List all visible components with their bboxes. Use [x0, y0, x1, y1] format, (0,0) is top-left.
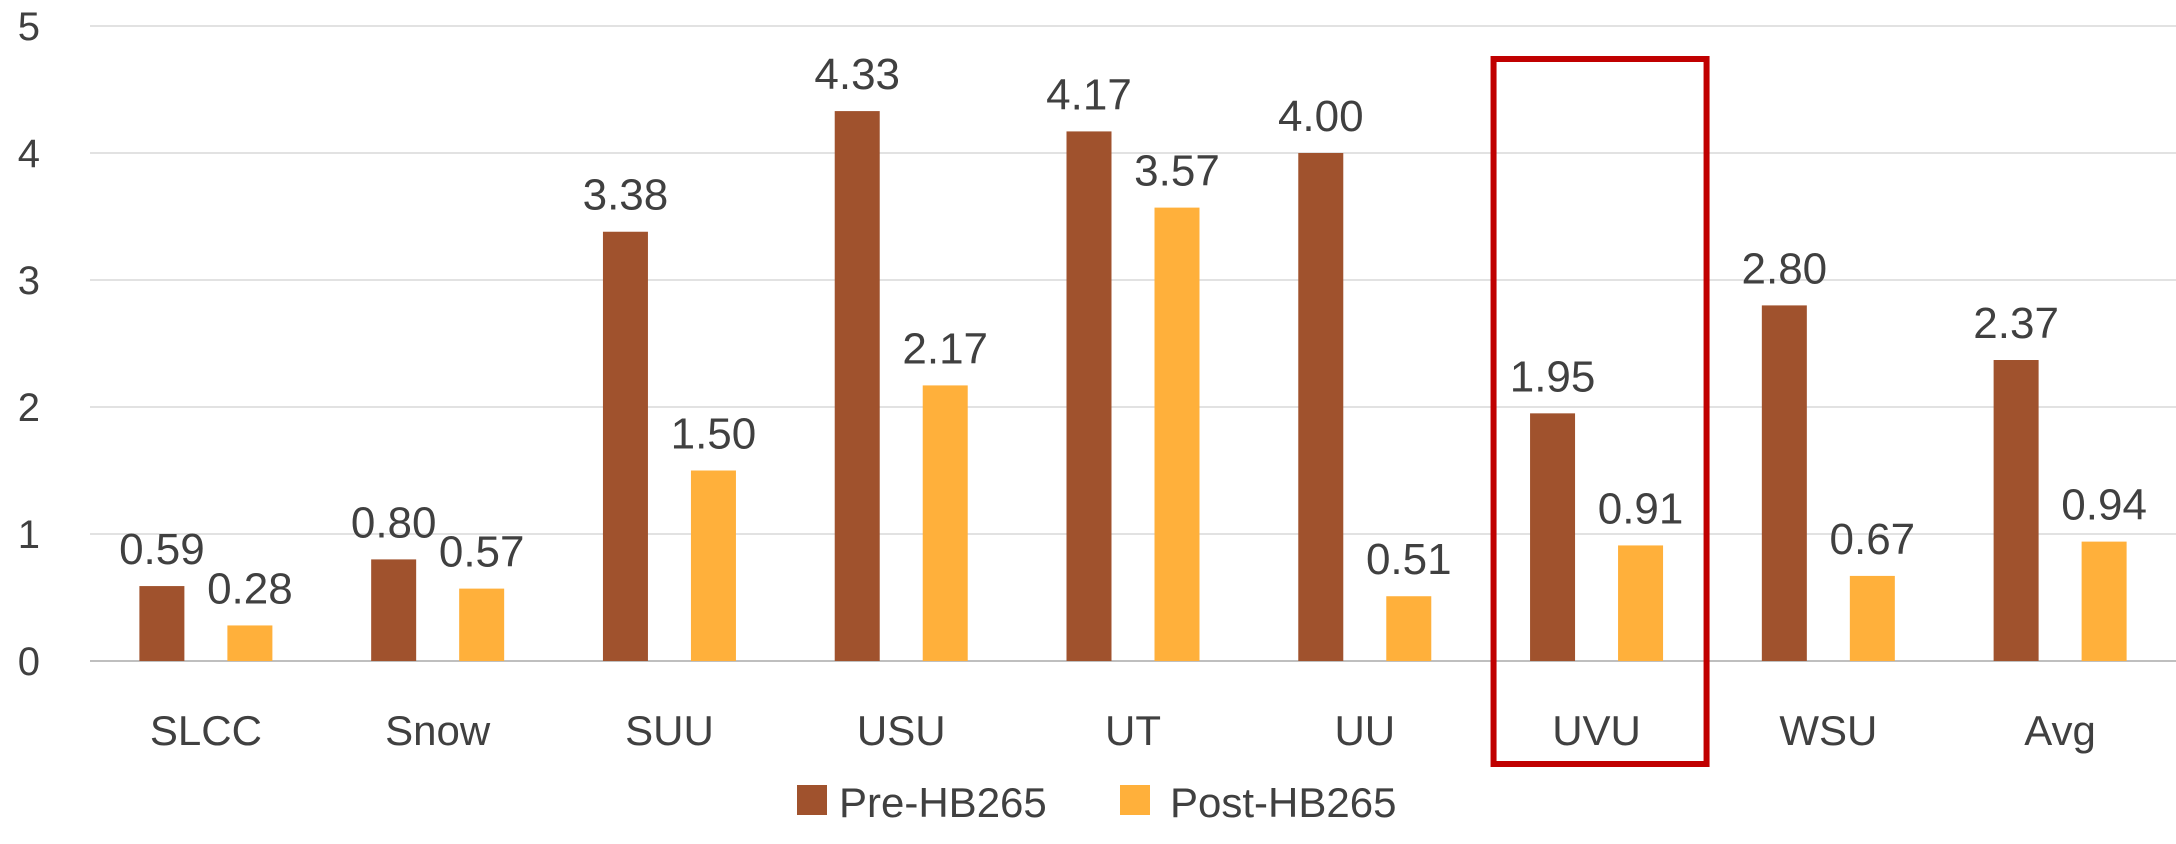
y-axis-tick-labels: 0 1 2 3 4 5	[18, 5, 40, 684]
data-label: 0.59	[119, 525, 205, 574]
bar-post-slcc	[227, 625, 273, 661]
x-tick-label: USU	[857, 707, 946, 754]
legend-label-post: Post-HB265	[1170, 779, 1396, 826]
x-axis-tick-labels: SLCC Snow SUU USU UT UU UVU WSU Avg	[150, 707, 2096, 754]
data-label: 0.94	[2061, 481, 2147, 530]
y-tick-label: 3	[18, 259, 40, 303]
data-labels: 0.590.28 0.800.57 3.38 1.50 4.33 2.17 4.173.57…	[119, 50, 2147, 613]
y-tick-label: 5	[18, 5, 40, 49]
bar-post-uu	[1386, 596, 1432, 661]
data-label: 1.50	[671, 410, 757, 459]
data-label: 0.51	[1366, 535, 1452, 584]
bar-post-uvu	[1618, 545, 1664, 661]
gridlines	[90, 25, 2176, 662]
data-label: 0.57	[439, 528, 525, 577]
data-label: 3.57	[1134, 147, 1220, 196]
data-label: 1.95	[1510, 352, 1596, 401]
bar-post-ut	[1154, 207, 1200, 662]
data-label: 0.67	[1830, 515, 1916, 564]
x-tick-label: UT	[1105, 707, 1161, 754]
x-tick-label: WSU	[1779, 707, 1877, 754]
bar-pre-avg	[1993, 360, 2039, 661]
bar-post-wsu	[1849, 575, 1895, 661]
bar-post-usu	[922, 385, 968, 661]
y-tick-label: 1	[18, 513, 40, 557]
bar-post-avg	[2081, 541, 2127, 661]
y-tick-label: 4	[18, 132, 40, 176]
data-label: 0.91	[1598, 484, 1684, 533]
legend-swatch-pre	[797, 785, 827, 815]
highlight-box-group	[1490, 56, 1710, 767]
y-tick-label: 0	[18, 640, 40, 684]
x-tick-label: UVU	[1552, 707, 1641, 754]
bar-pre-uu	[1298, 153, 1344, 661]
highlight-box	[1490, 56, 1710, 767]
bar-pre-suu	[602, 231, 648, 662]
x-tick-label: SUU	[625, 707, 714, 754]
x-tick-label: Snow	[385, 707, 491, 754]
data-label: 0.28	[207, 564, 293, 613]
bar-pre-wsu	[1761, 305, 1807, 661]
bar-pre-uvu	[1530, 413, 1576, 661]
bar-pre-snow	[371, 559, 417, 661]
bar-pre-usu	[834, 111, 880, 662]
data-label: 4.33	[814, 50, 900, 99]
data-label: 2.17	[902, 324, 988, 373]
data-label: 4.17	[1046, 70, 1132, 119]
data-label: 2.80	[1742, 244, 1828, 293]
bar-pre-ut	[1066, 131, 1112, 661]
bar-post-snow	[459, 588, 505, 661]
data-label: 4.00	[1278, 92, 1364, 141]
x-tick-label: SLCC	[150, 707, 262, 754]
bars	[139, 111, 2127, 662]
legend: Pre-HB265 Post-HB265	[797, 779, 1396, 826]
data-label: 3.38	[583, 171, 669, 220]
y-tick-label: 2	[18, 386, 40, 430]
x-tick-label: UU	[1334, 707, 1395, 754]
data-label: 0.80	[351, 498, 437, 547]
bar-pre-slcc	[139, 586, 185, 661]
legend-label-pre: Pre-HB265	[839, 779, 1047, 826]
legend-swatch-post	[1120, 785, 1150, 815]
data-label: 2.37	[1973, 299, 2059, 348]
bar-post-suu	[690, 470, 736, 661]
x-tick-label: Avg	[2024, 707, 2096, 754]
